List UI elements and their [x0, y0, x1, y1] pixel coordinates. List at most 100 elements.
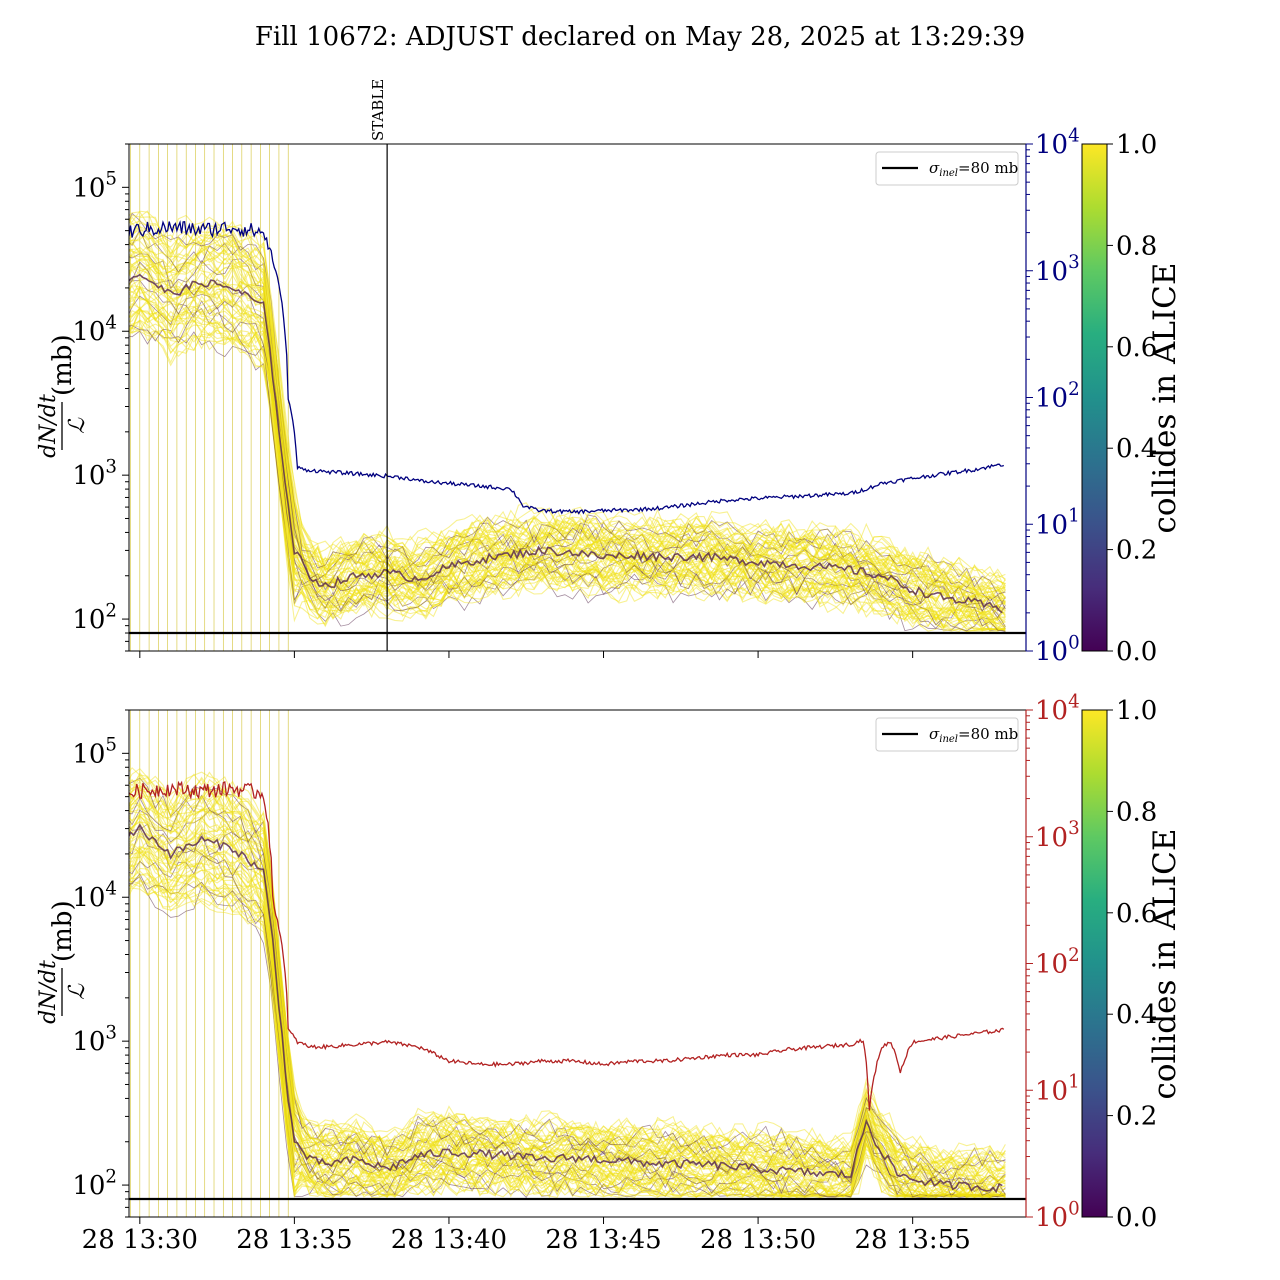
bunch-trace [129, 777, 1006, 1175]
bunch-trace [129, 853, 1006, 1199]
bunch-trace [129, 305, 1006, 632]
x-tick-label: 28 13:45 [545, 1225, 661, 1255]
right-tick-label: 104 [1035, 691, 1080, 726]
top-legend-box [875, 151, 1019, 186]
bunch-trace [129, 840, 1006, 1197]
bunch-trace [129, 850, 1006, 1198]
bunch-trace [129, 280, 1006, 621]
right-tick-label: 102 [1035, 945, 1080, 980]
bottom-ylabel-denominator: ℒ [65, 983, 90, 1000]
bunch-trace [129, 771, 1006, 1165]
bunch-trace [129, 847, 1006, 1199]
bottom-colorbar: 0.0 0.2 0.4 0.6 0.8 1.0 collides in ALICE [1081, 696, 1183, 1233]
bunch-trace [129, 223, 1006, 583]
colorbar-tick-label: 0.4 [1116, 1000, 1157, 1030]
bunch-trace [129, 843, 1006, 1198]
colorbar-tick-label: 0.2 [1116, 1102, 1157, 1132]
bottom-right-ticks: 100 101 102 103 104 [1026, 691, 1080, 1233]
bunch-trace [129, 876, 1006, 1199]
right-axis-trace [129, 220, 1005, 515]
median-trace [129, 823, 1003, 1194]
colorbar-tick-label: 0.2 [1116, 536, 1157, 566]
bunch-trace [129, 310, 1006, 632]
bunch-trace [129, 834, 1006, 1198]
bunch-trace [129, 776, 1006, 1169]
top-ylabel-numerator: dN/dt [36, 394, 61, 458]
right-tick-label: 102 [1035, 379, 1080, 414]
colorbar-tick-label: 0.6 [1116, 333, 1157, 363]
top-colorbar-ticks: 0.0 0.2 0.4 0.6 0.8 1.0 [1107, 130, 1157, 667]
bunch-trace [129, 302, 1006, 630]
colorbar-tick-label: 1.0 [1116, 696, 1157, 726]
bottom-colorbar-ticks: 0.0 0.2 0.4 0.6 0.8 1.0 [1107, 696, 1157, 1233]
bunch-trace [129, 771, 1006, 1164]
bottom-right-series [129, 780, 1005, 1111]
bunch-trace [129, 228, 1006, 597]
bottom-legend: σinel=80 mb [875, 717, 1019, 752]
figure-title: Fill 10672: ADJUST declared on May 28, 2… [255, 22, 1025, 52]
right-tick-label: 100 [1035, 1198, 1080, 1233]
bunch-trace [129, 266, 1006, 623]
bunch-trace [129, 317, 1006, 632]
left-tick-label: 105 [72, 735, 117, 770]
bunch-trace [129, 210, 1006, 592]
x-tick-label: 28 13:50 [700, 1225, 816, 1255]
bunch-trace [129, 261, 1006, 608]
bunch-trace [129, 795, 1006, 1182]
median-trace [129, 273, 1003, 614]
bunch-trace [129, 846, 1006, 1198]
colorbar-tick-label: 0.0 [1116, 637, 1157, 667]
bunch-trace [129, 231, 1006, 603]
bunch-trace [129, 794, 1006, 1179]
top-right-ticks: 100 101 102 103 104 [1026, 125, 1080, 667]
bunch-trace [129, 844, 1006, 1197]
bunch-trace [129, 767, 1006, 1173]
bunch-trace [129, 216, 1006, 604]
top-ylabel-unit: (mb) [48, 334, 78, 396]
bunch-trace [129, 276, 1006, 616]
left-tick-label: 103 [72, 456, 117, 491]
left-tick-label: 102 [72, 1166, 117, 1201]
bunch-trace [129, 214, 1006, 585]
bunch-trace [129, 780, 1006, 1185]
bunch-trace [129, 791, 1006, 1190]
bunch-trace [129, 262, 1006, 625]
bunch-trace [129, 784, 1006, 1178]
bunch-trace [129, 228, 1006, 610]
top-legend: σinel=80 mb [875, 151, 1019, 186]
colorbar-tick-label: 1.0 [1116, 130, 1157, 160]
bunch-trace [129, 865, 1006, 1198]
bottom-ylabel-numerator: dN/dt [36, 960, 61, 1024]
bunch-trace [129, 880, 1006, 1198]
right-tick-label: 101 [1035, 506, 1080, 541]
bunch-trace [129, 296, 1006, 629]
bunch-trace [129, 881, 1006, 1199]
bunch-trace [129, 304, 1006, 632]
top-colorbar-label: collides in ALICE [1147, 262, 1183, 533]
top-ylabel-denominator: ℒ [65, 417, 90, 434]
top-panel: STABLE 102 103 104 105 100 101 102 103 104 dN/d… [36, 79, 1183, 667]
bunch-trace [129, 211, 1006, 592]
bunch-trace [129, 855, 1006, 1198]
bunch-trace [129, 257, 1006, 613]
bunch-trace [129, 253, 1006, 613]
bunch-trace [129, 210, 1006, 587]
bottom-ylabel: dN/dt ℒ (mb) [36, 900, 90, 1023]
top-stable-label: STABLE [369, 79, 387, 141]
top-legend-label: σinel=80 mb [929, 159, 1018, 179]
bunch-trace [129, 873, 1006, 1198]
bunch-trace [129, 217, 1006, 593]
bottom-colorbar-label: collides in ALICE [1147, 828, 1183, 1099]
bunch-trace [129, 212, 1006, 595]
bunch-trace [129, 285, 1006, 630]
bottom-colorbar-gradient [1081, 709, 1108, 1218]
bunch-trace [129, 851, 1006, 1198]
bunch-trace [129, 795, 1006, 1177]
bunch-trace [129, 785, 1006, 1183]
bottom-bunch-traces [129, 710, 1006, 1217]
bunch-trace [129, 308, 1006, 632]
bunch-trace [129, 225, 1006, 589]
x-tick-label: 28 13:55 [855, 1225, 971, 1255]
bunch-trace [129, 284, 1006, 621]
